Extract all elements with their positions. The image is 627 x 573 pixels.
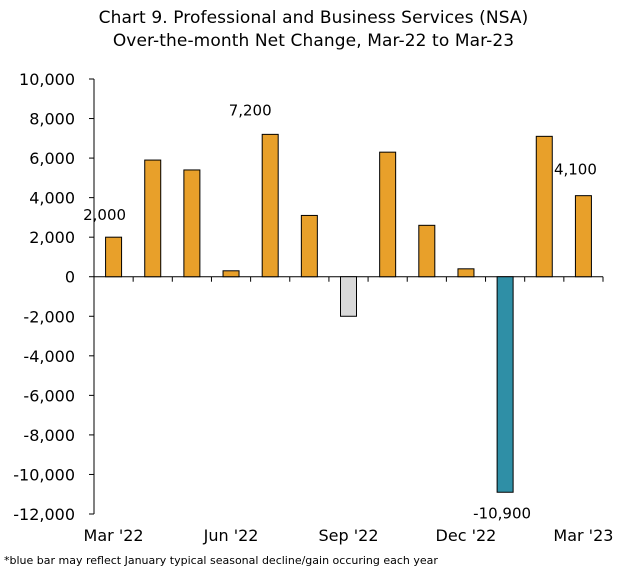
- y-tick-label: 4,000: [29, 189, 75, 208]
- y-tick-label: -2,000: [23, 307, 75, 326]
- data-label: -10,900: [473, 504, 531, 522]
- bar: [300, 214, 318, 278]
- y-tick-label: 0: [65, 268, 75, 287]
- x-tick-label: Mar '23: [553, 526, 613, 545]
- x-tick-labels: Mar '22 Jun '22 Sep '22 Dec '22 Mar '23: [84, 526, 614, 545]
- x-tick-label: Mar '22: [84, 526, 144, 545]
- chart-subtitle: Over-the-month Net Change, Mar-22 to Mar…: [112, 31, 515, 51]
- y-tick-label: 2,000: [29, 228, 75, 247]
- x-tick-label: Dec '22: [436, 526, 497, 545]
- bar: [144, 159, 162, 278]
- data-label: 2,000: [83, 206, 126, 224]
- bar: [457, 268, 475, 278]
- bar: [574, 195, 592, 278]
- data-label: 7,200: [229, 101, 272, 119]
- y-tick-label: -4,000: [23, 347, 75, 366]
- bar: [496, 276, 514, 493]
- x-tick-label: Jun '22: [203, 526, 259, 545]
- data-labels: 2,000 7,200 -10,900 4,100: [83, 101, 597, 522]
- y-tick-label: 6,000: [29, 149, 75, 168]
- x-tick-label: Sep '22: [319, 526, 379, 545]
- bar: [261, 133, 279, 278]
- chart-bars: [105, 133, 592, 493]
- chart-title: Chart 9. Professional and Business Servi…: [98, 8, 529, 28]
- footnote: *blue bar may reflect January typical se…: [4, 554, 438, 567]
- y-tick-label: -12,000: [13, 505, 75, 524]
- bar: [418, 224, 436, 278]
- y-tick-label: -6,000: [23, 386, 75, 405]
- y-tick-label: -10,000: [13, 465, 75, 484]
- data-label: 4,100: [554, 161, 597, 179]
- y-tick-labels: 10,000 8,000 6,000 4,000 2,000 0 -2,000 -4,000 -…: [13, 70, 75, 524]
- bar: [379, 151, 397, 278]
- y-tick-label: -8,000: [23, 426, 75, 445]
- bar: [535, 135, 553, 278]
- bar: [340, 276, 357, 317]
- y-tick-label: 10,000: [19, 70, 75, 89]
- bar: [183, 169, 201, 278]
- bar: [222, 270, 240, 278]
- bar: [105, 236, 123, 278]
- y-tick-label: 8,000: [29, 110, 75, 129]
